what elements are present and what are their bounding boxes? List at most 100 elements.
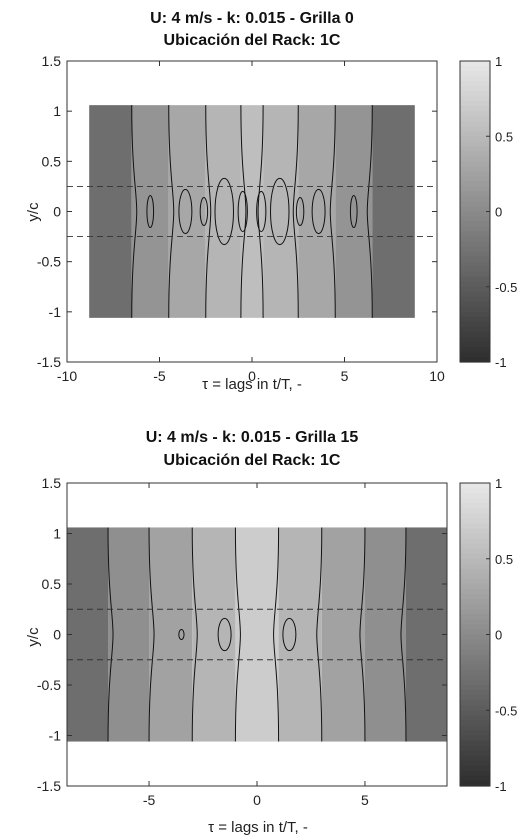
- x-tick-label: 5: [341, 368, 349, 384]
- colorbar-segment: [460, 91, 490, 97]
- colorbar-segment: [460, 568, 490, 575]
- colorbar-segment: [460, 609, 490, 615]
- colorbar-tick-label: 0: [495, 628, 502, 643]
- colorbar-segment: [460, 216, 490, 223]
- colorbar-segment: [460, 101, 490, 107]
- contour-band: [205, 105, 241, 318]
- colorbar-segment: [460, 639, 490, 646]
- contour-band: [298, 105, 336, 318]
- contour-ellipse: [311, 188, 326, 235]
- x-tick-label: -5: [153, 368, 166, 384]
- y-tick-label: -0.5: [37, 677, 61, 693]
- colorbar-segment: [460, 543, 490, 550]
- contour-band: [89, 105, 132, 318]
- contour-line: [240, 105, 247, 318]
- y-tick-label: 1.5: [42, 475, 62, 491]
- colorbar: 1 0.5 0 -0.5 -1: [459, 54, 517, 370]
- contour-band: [263, 105, 299, 318]
- contour-band: [149, 527, 193, 742]
- colorbar-segment: [460, 226, 490, 233]
- colorbar-segment: [460, 528, 490, 535]
- colorbar-segment: [460, 131, 490, 137]
- y-tick-label: 1.5: [42, 53, 62, 69]
- colorbar-segment: [460, 316, 490, 323]
- x-tick-label: -5: [143, 792, 156, 808]
- contour-ellipse: [349, 194, 358, 229]
- colorbar-tick-label: -1: [495, 355, 507, 370]
- contour-ellipse: [178, 628, 185, 641]
- colorbar-segment: [460, 66, 490, 72]
- colorbar-segment: [460, 156, 490, 162]
- y-tick-label: -0.5: [37, 254, 61, 270]
- colorbar-segment: [460, 176, 490, 182]
- contour-ellipse: [295, 196, 305, 227]
- colorbar-segment: [460, 356, 490, 363]
- colorbar-segment: [460, 341, 490, 348]
- contour-band: [372, 105, 415, 318]
- colorbar-tick-label: 0.5: [495, 129, 513, 144]
- contour-band: [278, 527, 322, 742]
- title-line-1: U: 4 m/s - k: 0.015 - Grilla 0: [150, 10, 354, 27]
- colorbar-segment: [460, 710, 490, 716]
- colorbar-segment: [460, 136, 490, 142]
- colorbar-segment: [460, 760, 490, 767]
- colorbar-segment: [460, 629, 490, 636]
- y-tick-label: 1: [53, 103, 61, 119]
- plot-area: 1.5 1 0.5 0 -0.5 -1 -1.5 -5 0 5: [37, 475, 448, 808]
- colorbar-segment: [460, 271, 490, 278]
- y-tick-label: -1.5: [37, 354, 61, 370]
- colorbar-segment: [460, 700, 490, 706]
- colorbar-segment: [460, 206, 490, 213]
- x-tick-label: 10: [429, 368, 445, 384]
- colorbar-segment: [460, 493, 490, 499]
- colorbar-tick-label: 0.5: [495, 552, 513, 567]
- colorbar-segment: [460, 236, 490, 243]
- colorbar-segment: [460, 261, 490, 268]
- colorbar-segment: [460, 775, 490, 782]
- colorbar-segment: [460, 106, 490, 112]
- colorbar-segment: [460, 770, 490, 777]
- colorbar-segment: [460, 589, 490, 595]
- colorbar-segment: [460, 171, 490, 177]
- contour-line: [273, 527, 280, 742]
- colorbar-segment: [460, 326, 490, 333]
- colorbar-segment: [460, 780, 490, 787]
- contour-band: [192, 527, 236, 742]
- contour-ellipse: [199, 196, 209, 227]
- colorbar-segment: [460, 649, 490, 656]
- colorbar-segment: [460, 351, 490, 358]
- y-tick-label: -1.5: [37, 778, 61, 794]
- colorbar-segment: [460, 191, 490, 198]
- colorbar-segment: [460, 735, 490, 742]
- x-tick-label: 0: [253, 792, 261, 808]
- colorbar-segment: [460, 755, 490, 762]
- contour-ellipse: [178, 188, 193, 235]
- colorbar-segment: [460, 503, 490, 509]
- contour-line: [234, 527, 241, 742]
- colorbar-segment: [460, 201, 490, 208]
- colorbar-tick-label: 1: [495, 54, 502, 69]
- contour-line: [366, 105, 373, 318]
- colorbar-segment: [460, 705, 490, 711]
- colorbar-segment: [460, 614, 490, 620]
- contour-band: [240, 105, 264, 318]
- contour-band: [67, 527, 109, 742]
- colorbar-segment: [460, 573, 490, 580]
- contour-band: [321, 527, 365, 742]
- y-tick-label: 0: [53, 627, 61, 643]
- colorbar-segment: [460, 604, 490, 610]
- colorbar-segment: [460, 306, 490, 313]
- contour-ellipse: [146, 194, 155, 229]
- colorbar-segment: [460, 750, 490, 757]
- contour-line: [205, 105, 212, 318]
- colorbar-segment: [460, 146, 490, 152]
- colorbar: 1 0.5 0 -0.5 -1: [459, 476, 517, 794]
- colorbar-tick-label: -0.5: [495, 280, 517, 295]
- colorbar-segment: [460, 634, 490, 641]
- colorbar-tick-label: 1: [495, 476, 502, 491]
- colorbar-segment: [460, 256, 490, 263]
- colorbar-segment: [460, 296, 490, 303]
- contour-line: [359, 527, 366, 742]
- colorbar-segment: [460, 690, 490, 696]
